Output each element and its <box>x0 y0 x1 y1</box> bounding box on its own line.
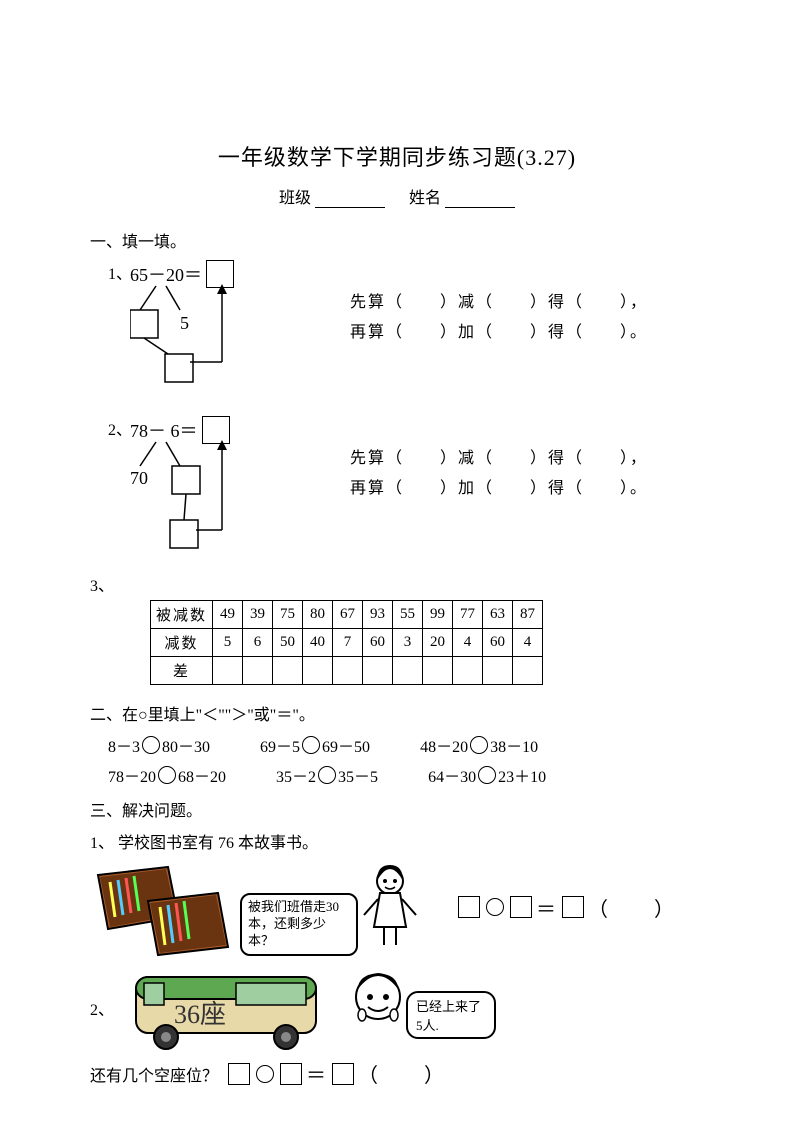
step-2: 再算（ ）加（ ）得（ ）。 <box>350 474 648 504</box>
table-cell: 4 <box>513 629 543 657</box>
row-head: 差 <box>151 657 213 685</box>
q2-expression[interactable]: ＝ （ ） <box>228 1059 446 1088</box>
compare-circle[interactable] <box>318 766 336 784</box>
problem-2-steps: 先算（ ）减（ ）得（ ）， 再算（ ）加（ ）得（ ）。 <box>350 416 648 505</box>
q2-speech-bubble: 已经上来了5人. <box>406 991 496 1039</box>
table-cell: 39 <box>243 601 273 629</box>
compare-item: 48－2038－10 <box>420 733 538 757</box>
page-title: 一年级数学下学期同步练习题(3.27) <box>90 140 704 172</box>
table-row: 减数5650407603204604 <box>151 629 543 657</box>
table-cell: 50 <box>273 629 303 657</box>
problem-1-num: 1、 <box>90 260 130 284</box>
svg-text:70: 70 <box>130 468 148 488</box>
table-cell: 77 <box>453 601 483 629</box>
problem-2-calc: 78－ 6＝ 70 <box>130 416 350 566</box>
q2-row: 2、 36座 <box>90 963 704 1053</box>
class-input-line[interactable] <box>315 192 385 208</box>
table-cell: 80 <box>303 601 333 629</box>
problem-3-num: 3、 <box>90 572 130 596</box>
q2-illustration: 36座 已经上来了5人. <box>126 963 496 1053</box>
tree-diagram-2: 70 <box>130 440 290 580</box>
problem-2-num: 2、 <box>90 416 130 440</box>
compare-circle[interactable] <box>142 736 160 754</box>
q1-paren: （ ） <box>588 893 676 922</box>
tree-diagram-1: 5 <box>130 284 290 414</box>
svg-text:36座: 36座 <box>174 1000 226 1029</box>
step-1: 先算（ ）减（ ）得（ ）， <box>350 288 648 318</box>
q1-text: 学校图书室有 76 本故事书。 <box>118 835 318 852</box>
table-cell: 4 <box>453 629 483 657</box>
table-cell: 60 <box>363 629 393 657</box>
problem-1: 1、 65－20＝ 5 先算（ ）减（ ）得（ ）， 再算（ ）加（ ）得（ ） <box>90 260 704 410</box>
table-cell[interactable] <box>483 657 513 685</box>
q1-row: 被我们班借走30本，还剩多少本？ ＝ （ ） <box>90 857 704 957</box>
table-cell: 63 <box>483 601 513 629</box>
q2-paren: （ ） <box>358 1059 446 1088</box>
compare-row-2: 78－2068－20 35－235－5 64－3023＋10 <box>90 763 704 787</box>
problem-1-calc: 65－20＝ 5 <box>130 260 350 410</box>
q1-speech-bubble: 被我们班借走30本，还剩多少本？ <box>240 893 358 956</box>
table-cell[interactable] <box>453 657 483 685</box>
table-cell[interactable] <box>243 657 273 685</box>
table-cell: 55 <box>393 601 423 629</box>
table-cell: 67 <box>333 601 363 629</box>
svg-text:5: 5 <box>180 313 189 333</box>
compare-item: 35－235－5 <box>276 763 378 787</box>
problem-1-steps: 先算（ ）减（ ）得（ ）， 再算（ ）加（ ）得（ ）。 <box>350 260 648 349</box>
compare-circle[interactable] <box>470 736 488 754</box>
row-head: 被减数 <box>151 601 213 629</box>
table-cell: 3 <box>393 629 423 657</box>
table-cell: 20 <box>423 629 453 657</box>
q2-num: 2、 <box>90 996 118 1020</box>
q2-question: 还有几个空座位？ <box>90 1062 218 1086</box>
table-cell: 40 <box>303 629 333 657</box>
subtraction-table: 被减数4939758067935599776387减数5650407603204… <box>150 600 543 685</box>
compare-item: 64－3023＋10 <box>428 763 546 787</box>
compare-circle[interactable] <box>302 736 320 754</box>
section3-heading: 三、解决问题。 <box>90 797 704 821</box>
q1-illustration: 被我们班借走30本，还剩多少本？ <box>90 857 450 957</box>
table-cell: 87 <box>513 601 543 629</box>
section2-heading: 二、在○里填上"＜""＞"或"＝"。 <box>90 701 704 725</box>
table-cell: 7 <box>333 629 363 657</box>
table-cell: 99 <box>423 601 453 629</box>
q2-question-row: 还有几个空座位？ ＝ （ ） <box>90 1059 704 1088</box>
table-cell[interactable] <box>393 657 423 685</box>
q1-expression[interactable]: ＝ （ ） <box>458 893 676 922</box>
table-row: 差 <box>151 657 543 685</box>
table-cell: 75 <box>273 601 303 629</box>
problem-3-table-wrap: 被减数4939758067935599776387减数5650407603204… <box>150 600 704 685</box>
q1-line: 1、 学校图书室有 76 本故事书。 <box>90 829 704 853</box>
name-input-line[interactable] <box>445 192 515 208</box>
table-cell: 93 <box>363 601 393 629</box>
name-label: 姓名 <box>409 190 441 207</box>
row-head: 减数 <box>151 629 213 657</box>
q1-num: 1、 <box>90 835 114 852</box>
table-row: 被减数4939758067935599776387 <box>151 601 543 629</box>
step-2: 再算（ ）加（ ）得（ ）。 <box>350 318 648 348</box>
compare-circle[interactable] <box>158 766 176 784</box>
compare-item: 69－569－50 <box>260 733 370 757</box>
table-cell[interactable] <box>273 657 303 685</box>
table-cell[interactable] <box>213 657 243 685</box>
table-cell: 49 <box>213 601 243 629</box>
compare-item: 78－2068－20 <box>108 763 226 787</box>
table-cell: 60 <box>483 629 513 657</box>
table-cell[interactable] <box>423 657 453 685</box>
class-label: 班级 <box>279 190 311 207</box>
table-cell[interactable] <box>333 657 363 685</box>
compare-row-1: 8－380－30 69－569－50 48－2038－10 <box>90 733 704 757</box>
table-cell[interactable] <box>303 657 333 685</box>
table-cell: 6 <box>243 629 273 657</box>
section1-heading: 一、填一填。 <box>90 228 704 252</box>
table-cell[interactable] <box>513 657 543 685</box>
compare-item: 8－380－30 <box>108 733 210 757</box>
info-line: 班级 姓名 <box>90 184 704 208</box>
step-1: 先算（ ）减（ ）得（ ）， <box>350 444 648 474</box>
table-cell[interactable] <box>363 657 393 685</box>
compare-circle[interactable] <box>478 766 496 784</box>
table-cell: 5 <box>213 629 243 657</box>
problem-2: 2、 78－ 6＝ 70 先算（ ）减（ ）得（ ）， 再算（ ）加（ ）得（ … <box>90 416 704 566</box>
